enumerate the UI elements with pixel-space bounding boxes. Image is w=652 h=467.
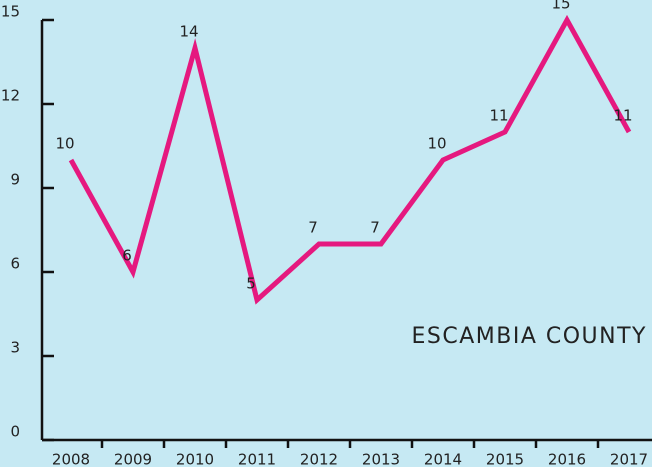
- x-tick-label: 2012: [300, 451, 338, 467]
- data-label: 10: [55, 135, 74, 153]
- y-tick-label: 9: [10, 171, 20, 189]
- data-label: 5: [246, 275, 256, 293]
- x-tick-label: 2015: [486, 451, 524, 467]
- data-label: 11: [489, 107, 508, 125]
- x-tick-label: 2014: [424, 451, 462, 467]
- y-tick-label: 12: [1, 87, 20, 105]
- data-label: 7: [308, 219, 318, 237]
- data-label: 7: [370, 219, 380, 237]
- x-tick-label: 2008: [52, 451, 90, 467]
- data-label: 15: [551, 0, 570, 13]
- data-label: 10: [427, 135, 446, 153]
- y-tick-label: 3: [10, 339, 20, 357]
- y-tick-label: 0: [10, 423, 20, 441]
- x-tick-label: 2009: [114, 451, 152, 467]
- y-tick-label: 15: [1, 3, 20, 21]
- x-tick-label: 2010: [176, 451, 214, 467]
- x-tick-label: 2013: [362, 451, 400, 467]
- x-tick-label: 2011: [238, 451, 276, 467]
- x-tick-label: 2017: [610, 451, 648, 467]
- annotation: ESCAMBIA COUNTY: [412, 324, 648, 349]
- y-tick-label: 6: [10, 255, 20, 273]
- line: [68, 14, 632, 305]
- x-tick-label: 2016: [548, 451, 586, 467]
- data-label: 14: [179, 23, 198, 41]
- data-label: 6: [122, 247, 132, 265]
- data-label: 11: [613, 107, 632, 125]
